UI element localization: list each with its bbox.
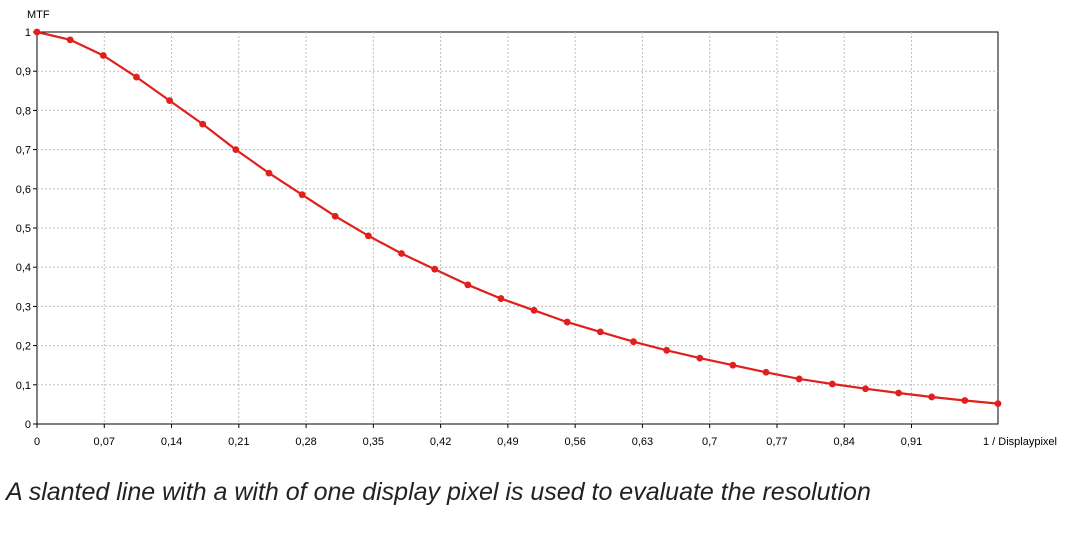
data-point <box>795 375 803 383</box>
y-tick-label: 0,2 <box>16 341 31 353</box>
y-tick-label: 0 <box>25 419 31 431</box>
y-tick-label: 0,7 <box>16 145 31 157</box>
data-point <box>895 389 903 397</box>
y-axis-title: MTF <box>27 9 50 21</box>
y-tick-label: 0,8 <box>16 105 31 117</box>
data-point <box>331 212 339 220</box>
data-point <box>464 281 472 289</box>
y-axis-tick-labels: 0 0,1 0,2 0,3 0,4 0,5 0,6 0,7 0,8 0,9 1 <box>16 27 31 431</box>
x-tick-label: 0,14 <box>161 436 182 448</box>
data-point <box>66 36 74 44</box>
data-point <box>364 232 372 240</box>
data-point <box>431 265 439 273</box>
x-tick-label: 0,77 <box>766 436 787 448</box>
data-point <box>961 397 969 404</box>
y-tick-label: 0,4 <box>16 262 31 274</box>
data-point <box>928 393 936 401</box>
x-axis-title: 1 / Displaypixel <box>983 436 1057 448</box>
data-point <box>994 400 1002 408</box>
y-tick-label: 0,6 <box>16 184 31 196</box>
x-tick-label: 0,35 <box>363 436 384 448</box>
x-tick-label: 0,56 <box>564 436 585 448</box>
y-tick-label: 1 <box>25 27 31 39</box>
data-point <box>133 73 140 81</box>
series-mtf <box>33 28 1002 408</box>
mtf-chart: 0 0,07 0,14 0,21 0,28 0,35 0,42 0,49 0,56 0,63 0,7… <box>16 9 1057 448</box>
data-point <box>33 28 41 36</box>
x-tick-label: 0,21 <box>228 436 249 448</box>
data-point <box>99 52 107 59</box>
data-point <box>166 97 174 104</box>
x-tick-label: 0,49 <box>497 436 518 448</box>
data-point <box>232 146 240 154</box>
data-point <box>497 295 505 302</box>
x-tick-label: 0,84 <box>834 436 855 448</box>
data-point <box>762 368 770 376</box>
series-line <box>36 30 999 405</box>
data-point <box>530 306 538 314</box>
x-tick-label: 0,91 <box>901 436 922 448</box>
data-point <box>696 354 704 362</box>
x-tick-label: 0,42 <box>430 436 451 448</box>
data-point <box>265 169 273 177</box>
data-point <box>398 250 405 257</box>
x-tick-label: 0,07 <box>94 436 115 448</box>
y-tick-label: 0,9 <box>16 66 31 78</box>
x-tick-label: 0 <box>34 436 40 448</box>
y-tick-label: 0,5 <box>16 223 31 235</box>
y-tick-label: 0,1 <box>16 380 31 392</box>
data-point <box>630 338 637 346</box>
figure-caption: A slanted line with a with of one displa… <box>6 478 871 506</box>
x-tick-label: 0,7 <box>702 436 717 448</box>
x-axis-tick-labels: 0 0,07 0,14 0,21 0,28 0,35 0,42 0,49 0,56 0,63 0,7… <box>34 436 922 448</box>
data-point <box>199 120 207 128</box>
data-point <box>729 361 737 369</box>
data-point <box>862 385 869 393</box>
data-point <box>596 328 604 336</box>
data-point <box>663 346 671 354</box>
data-point <box>298 191 306 199</box>
data-point <box>828 380 836 388</box>
y-tick-label: 0,3 <box>16 301 31 313</box>
x-tick-label: 0,28 <box>295 436 316 448</box>
data-point <box>563 318 571 326</box>
x-tick-label: 0,63 <box>632 436 653 448</box>
